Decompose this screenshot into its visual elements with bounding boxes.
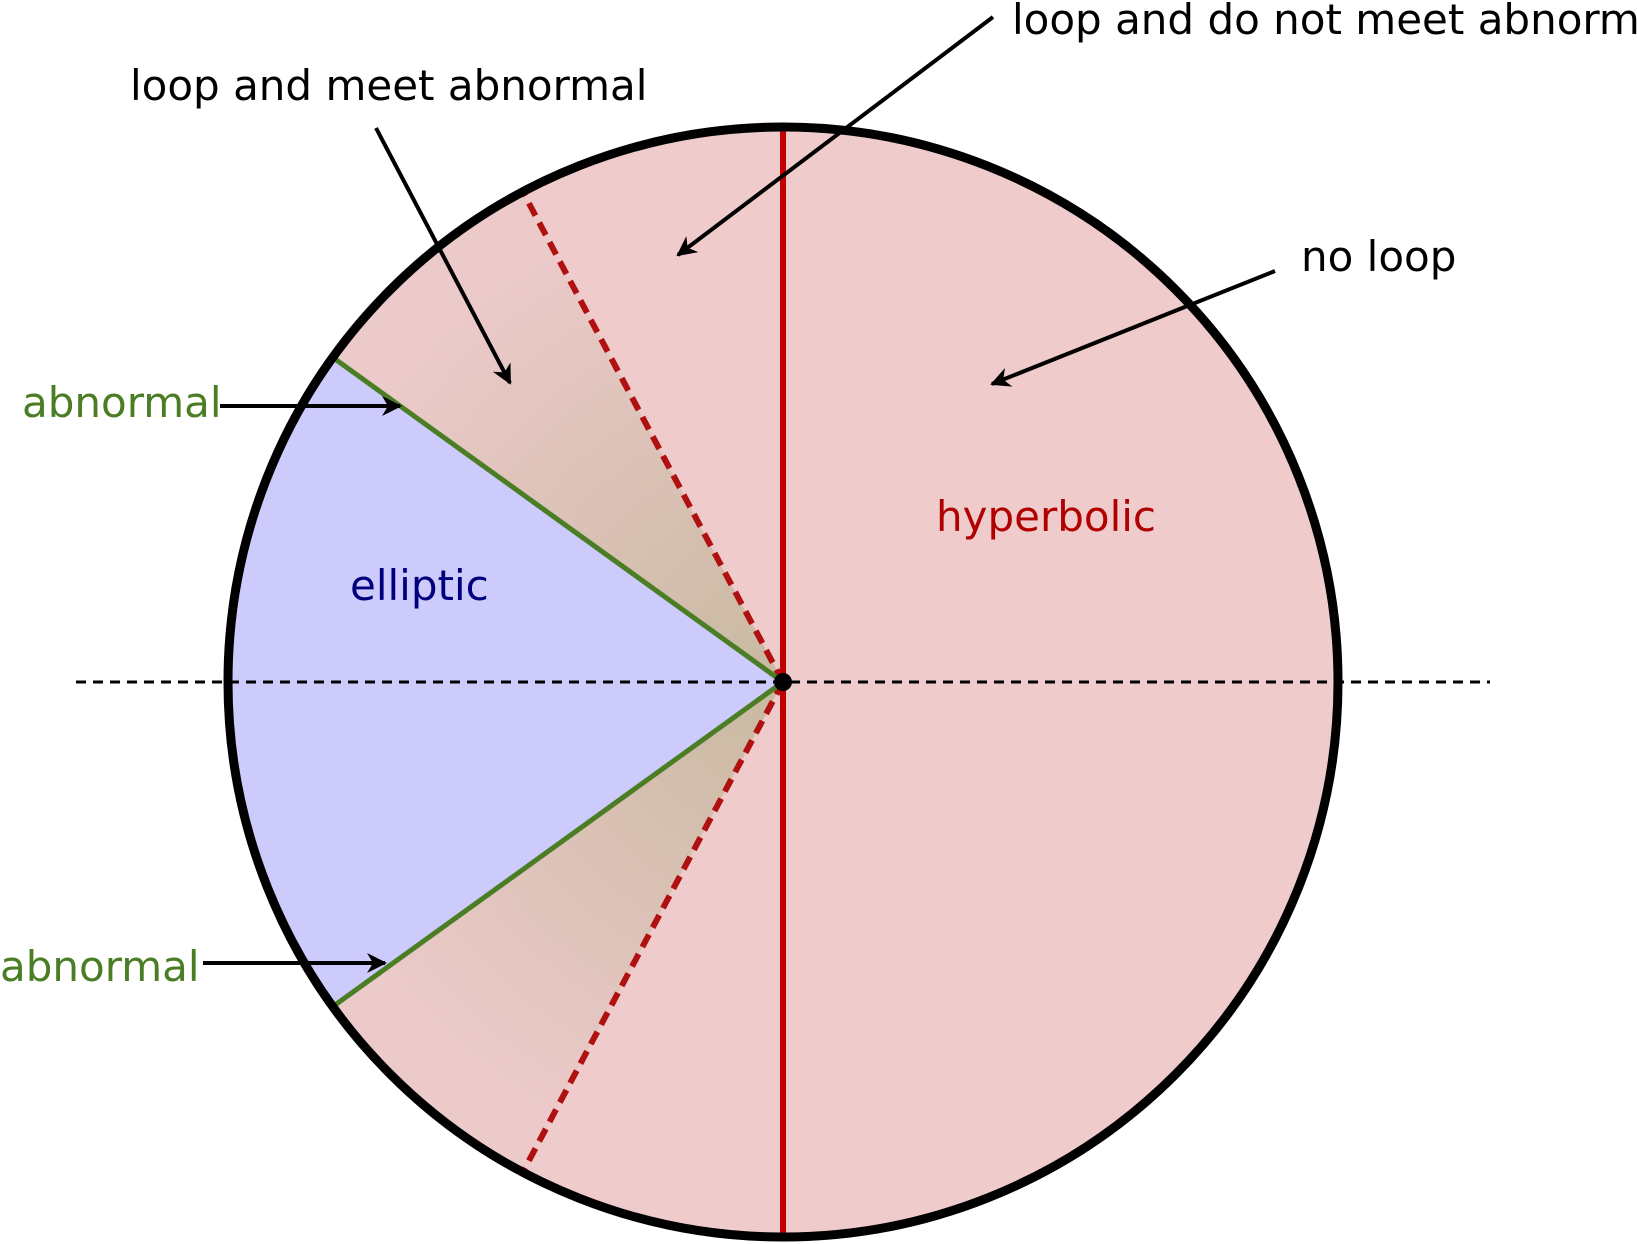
hyperbolic-label: hyperbolic bbox=[936, 492, 1156, 541]
loop-not-meet-abnormal-label: loop and do not meet abnormal bbox=[1012, 0, 1637, 44]
loop-meet-abnormal-label: loop and meet abnormal bbox=[130, 61, 647, 110]
abnormal-label-lower: abnormal bbox=[0, 942, 200, 991]
lower-transition-wedge bbox=[335, 682, 783, 1170]
upper-abnormal-line bbox=[333, 356, 785, 685]
disc-outline bbox=[223, 122, 1343, 1242]
upper-dashed-red-line bbox=[521, 192, 786, 684]
arrow-loop-meet-abnormal bbox=[374, 127, 512, 385]
lower-dashed-red-line bbox=[521, 680, 786, 1172]
arrow-no-loop bbox=[990, 269, 1276, 387]
no-loop-label: no loop bbox=[1301, 232, 1456, 281]
center-point bbox=[774, 673, 792, 691]
elliptic-label: elliptic bbox=[350, 561, 489, 610]
abnormal-label-upper: abnormal bbox=[22, 378, 222, 427]
lower-abnormal-line bbox=[333, 679, 785, 1008]
arrow-loop-not-meet-abnormal bbox=[676, 15, 995, 257]
upper-transition-wedge bbox=[335, 194, 783, 682]
